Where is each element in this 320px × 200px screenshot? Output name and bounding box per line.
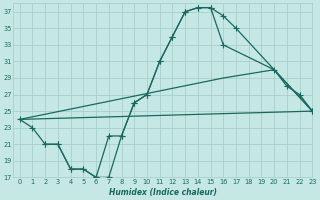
X-axis label: Humidex (Indice chaleur): Humidex (Indice chaleur) [109, 188, 217, 197]
